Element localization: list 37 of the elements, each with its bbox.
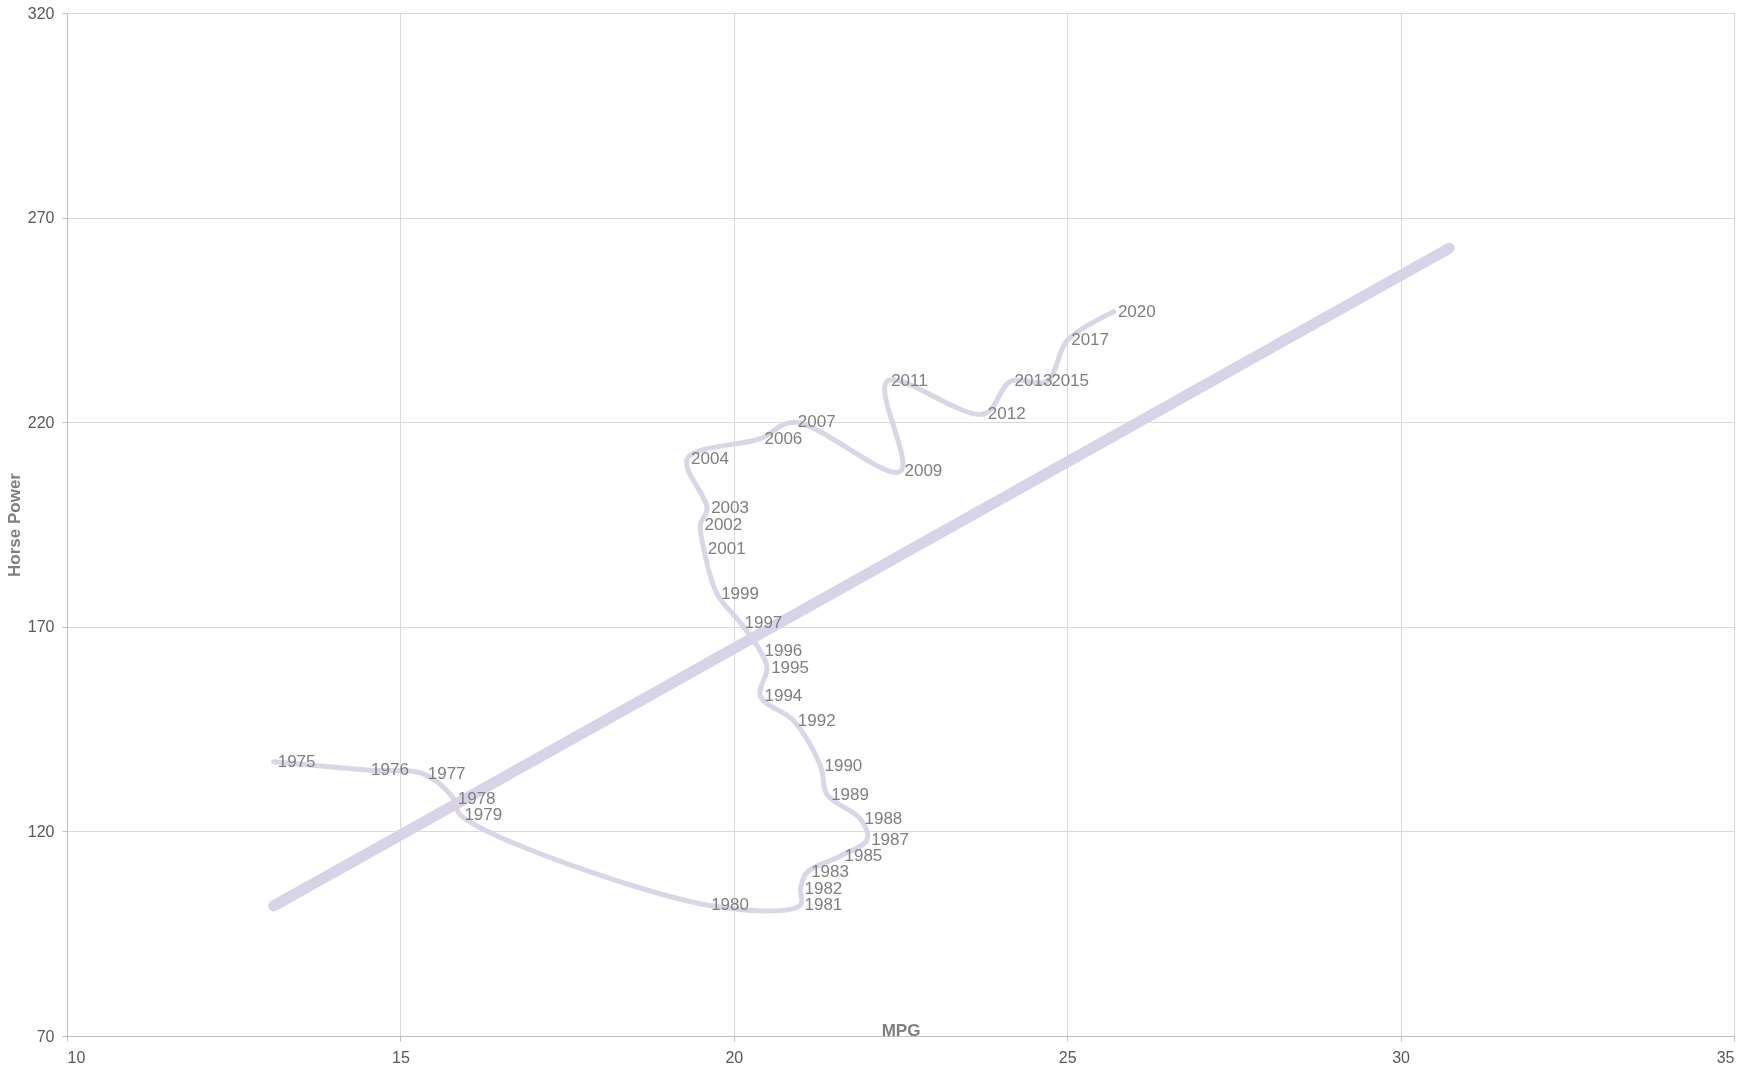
x-tick-label: 30: [1392, 1048, 1411, 1066]
annotation: 2017: [1071, 330, 1110, 350]
x-tick-label: 15: [392, 1048, 410, 1066]
annotation: 2001: [707, 539, 746, 559]
annotation: 1981: [804, 895, 843, 915]
y-tick-label: 270: [27, 209, 55, 227]
annotation: 2013: [1014, 371, 1053, 391]
annotation: 1975: [277, 751, 316, 771]
annotation: 1990: [824, 755, 863, 775]
annotation: 1999: [721, 584, 759, 604]
annotation: 1989: [831, 784, 869, 804]
annotation: 1992: [797, 710, 836, 730]
annotation: 1994: [764, 686, 803, 706]
annotation: 1976: [371, 760, 409, 780]
annotation: 1997: [744, 612, 783, 632]
x-tick-label: 10: [67, 1048, 86, 1066]
annotation: 2011: [891, 371, 928, 391]
annotation: 1988: [864, 809, 903, 829]
annotation: 2015: [1051, 371, 1090, 391]
annotation: 2020: [1117, 301, 1156, 321]
y-tick-label: 120: [27, 822, 55, 840]
y-tick-label: 220: [27, 413, 55, 431]
y-tick-label: 320: [27, 4, 55, 22]
annotation: 1977: [427, 764, 466, 784]
annotation: 1979: [464, 805, 503, 825]
y-tick-label: 170: [27, 618, 55, 636]
x-tick-label: 35: [1716, 1048, 1735, 1066]
y-tick-label: 70: [36, 1027, 55, 1045]
annotation: 2009: [904, 461, 943, 481]
y-axis-title: Horse Power: [4, 472, 24, 577]
annotation: 1980: [711, 895, 749, 915]
x-axis-title: MPG: [881, 1020, 921, 1040]
x-tick-label: 25: [1058, 1048, 1077, 1066]
x-tick-label: 20: [725, 1048, 744, 1066]
annotation: 2004: [691, 449, 729, 469]
annotation: 1978: [457, 788, 496, 808]
annotation: 2012: [987, 404, 1026, 424]
